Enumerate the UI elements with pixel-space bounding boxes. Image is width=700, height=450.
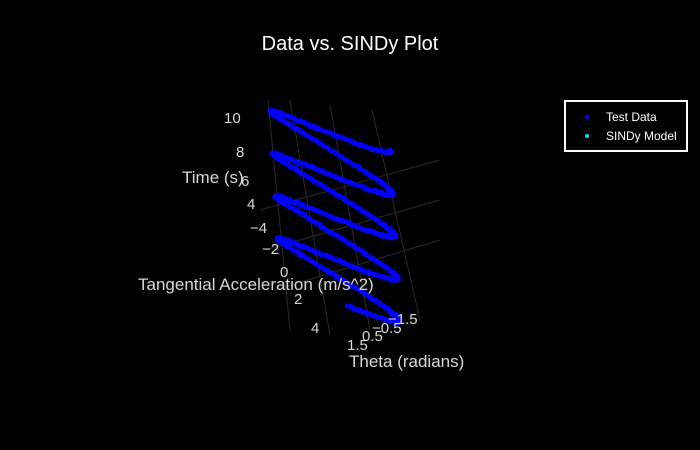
y-tick-minus4: −4	[250, 220, 267, 237]
x-tick-minus-1-5: −1.5	[388, 311, 418, 328]
legend-label-test-data[interactable]: Test Data	[606, 110, 657, 124]
y-tick-2: 2	[294, 291, 302, 308]
legend-swatch-test-data	[585, 115, 589, 119]
z-tick-8: 8	[236, 144, 244, 161]
legend-box	[565, 101, 687, 151]
z-tick-10: 10	[224, 110, 241, 127]
legend[interactable]: Test Data SINDy Model	[565, 101, 687, 151]
y-tick-4: 4	[311, 320, 319, 337]
y-tick-0: 0	[280, 264, 288, 281]
z-tick-6: 6	[241, 173, 249, 190]
test-data-point	[388, 148, 393, 153]
z-tick-4: 4	[247, 196, 255, 213]
z-axis-title: Time (s)	[182, 168, 244, 187]
y-axis-title: Tangential Acceleration (m/s^2)	[138, 275, 374, 294]
legend-swatch-sindy-model	[585, 134, 589, 138]
chart-title: Data vs. SINDy Plot	[262, 33, 439, 55]
y-tick-minus2: −2	[262, 241, 279, 258]
x-axis-title: Theta (radians)	[349, 352, 464, 371]
legend-label-sindy-model[interactable]: SINDy Model	[606, 129, 677, 143]
